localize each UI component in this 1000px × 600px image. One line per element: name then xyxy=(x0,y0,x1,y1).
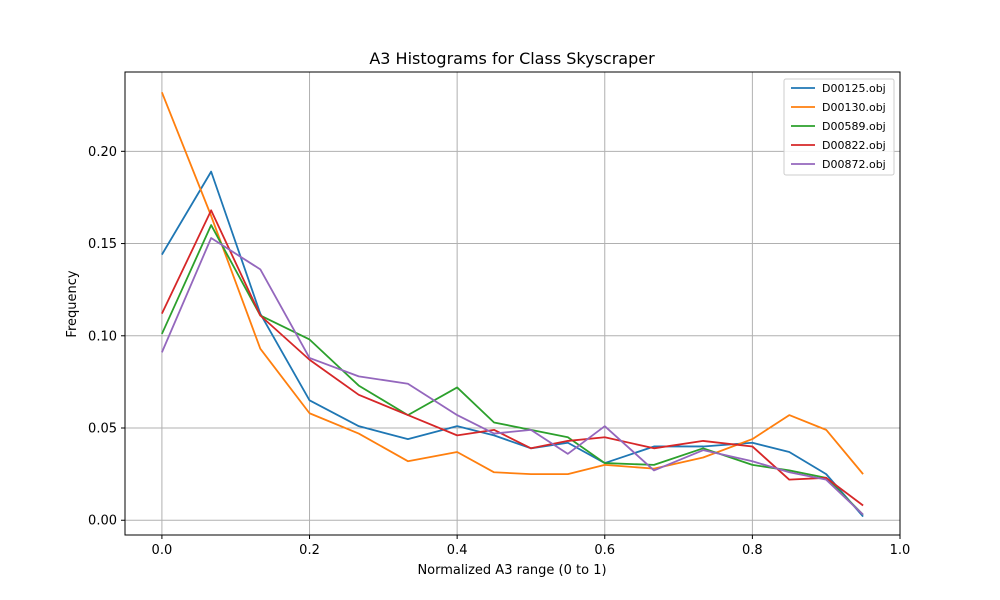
x-tick-label: 0.8 xyxy=(742,543,763,558)
series-line-1 xyxy=(161,170,864,518)
legend-label: D00589.obj xyxy=(822,120,886,133)
x-tick-label: 1.0 xyxy=(890,543,911,558)
y-axis-ticks: 0.00 0.05 0.10 0.15 0.20 xyxy=(88,145,125,529)
x-axis-ticks: 0.0 0.2 0.4 0.6 0.8 1.0 xyxy=(152,535,911,558)
x-tick-label: 0.0 xyxy=(152,543,173,558)
y-tick-label: 0.10 xyxy=(88,329,117,344)
legend-label: D00125.obj xyxy=(822,82,886,95)
plot-frame xyxy=(124,71,901,536)
x-axis-label: Normalized A3 range (0 to 1) xyxy=(417,563,606,578)
y-axis-label: Frequency xyxy=(65,270,80,337)
y-tick-label: 0.20 xyxy=(88,145,117,160)
chart-title: A3 Histograms for Class Skyscraper xyxy=(369,49,655,68)
y-tick-label: 0.05 xyxy=(88,422,117,437)
y-tick-label: 0.00 xyxy=(88,514,117,529)
legend-label: D00822.obj xyxy=(822,139,886,152)
legend-box xyxy=(783,78,895,176)
y-tick-label: 0.15 xyxy=(88,237,117,252)
legend-label: D00872.obj xyxy=(822,158,886,171)
legend-label: D00130.obj xyxy=(822,101,886,114)
x-tick-label: 0.6 xyxy=(594,543,615,558)
series-line-4 xyxy=(161,209,864,507)
series-line-5 xyxy=(161,237,864,516)
x-tick-label: 0.2 xyxy=(299,543,320,558)
x-tick-label: 0.4 xyxy=(447,543,468,558)
series-line-2 xyxy=(161,91,864,476)
series-line-3 xyxy=(161,224,864,516)
series-lines xyxy=(161,91,864,518)
legend: D00125.obj D00130.obj D00589.obj D00822.obj… xyxy=(783,78,895,176)
